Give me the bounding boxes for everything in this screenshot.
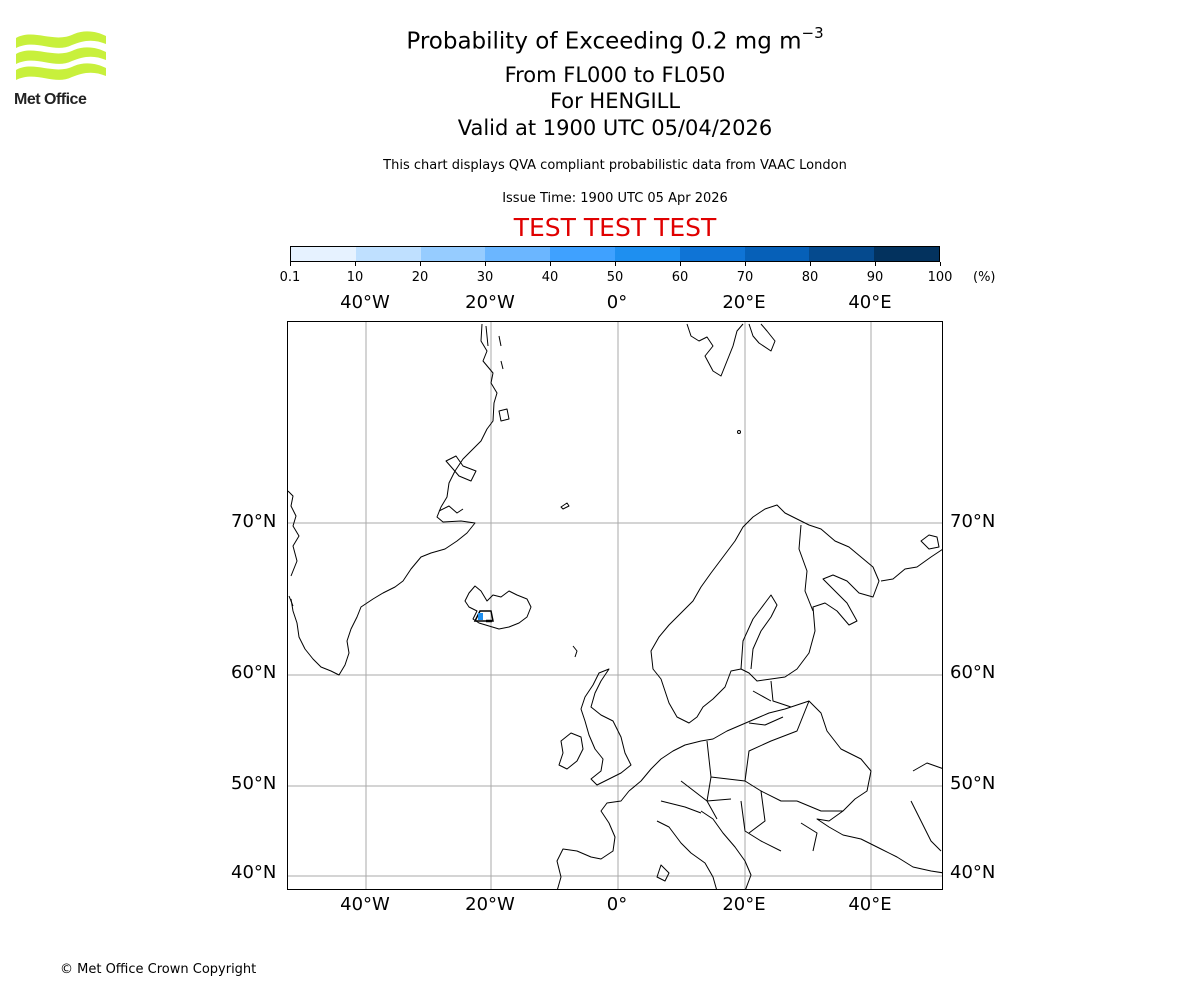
probability-colorbar bbox=[290, 246, 940, 262]
longitude-label: 20°E bbox=[722, 292, 766, 313]
valid-time: Valid at 1900 UTC 05/04/2026 bbox=[457, 116, 773, 140]
colorbar-tick bbox=[550, 262, 551, 266]
latitude-label: 40°N bbox=[950, 862, 996, 883]
longitude-label: 40°E bbox=[848, 894, 892, 915]
subtitle: This chart displays QVA compliant probab… bbox=[383, 158, 847, 173]
longitude-label: 0° bbox=[606, 292, 628, 313]
map-panel bbox=[287, 321, 943, 890]
colorbar-tick-label: 70 bbox=[736, 270, 754, 285]
colorbar-tick bbox=[875, 262, 876, 266]
colorbar-segment bbox=[744, 247, 810, 261]
colorbar-tick-label: 10 bbox=[346, 270, 364, 285]
colorbar-segment bbox=[485, 247, 551, 261]
colorbar-tick-label: 30 bbox=[476, 270, 494, 285]
chart-title: Probability of Exceeding 0.2 mg m−3 bbox=[0, 24, 1200, 55]
test-banner: TEST TEST TEST bbox=[513, 213, 717, 242]
colorbar-segment bbox=[550, 247, 615, 261]
colorbar-tick bbox=[290, 262, 291, 266]
longitude-label: 40°W bbox=[340, 292, 390, 313]
colorbar-tick-label: 0.1 bbox=[279, 270, 301, 285]
colorbar-tick-label: 40 bbox=[541, 270, 559, 285]
met-office-waves-icon bbox=[16, 31, 106, 80]
longitude-label: 20°W bbox=[465, 894, 515, 915]
latitude-label: 60°N bbox=[231, 662, 277, 683]
colorbar-tick bbox=[615, 262, 616, 266]
colorbar-tick-label: 20 bbox=[411, 270, 429, 285]
colorbar-tick bbox=[940, 262, 941, 266]
colorbar-segment bbox=[874, 247, 939, 261]
volcano-source-marker bbox=[473, 610, 494, 623]
title-text: Probability of Exceeding 0.2 mg m bbox=[406, 28, 802, 55]
copyright-notice: © Met Office Crown Copyright bbox=[60, 962, 257, 977]
colorbar-tick-label: 90 bbox=[866, 270, 884, 285]
colorbar-segment bbox=[679, 247, 745, 261]
map-svg bbox=[288, 322, 942, 889]
latitude-label: 70°N bbox=[950, 511, 996, 532]
colorbar-tick-label: 50 bbox=[606, 270, 624, 285]
colorbar-segment bbox=[809, 247, 875, 261]
issue-time: Issue Time: 1900 UTC 05 Apr 2026 bbox=[502, 191, 728, 206]
colorbar-tick bbox=[485, 262, 486, 266]
colorbar-unit: (%) bbox=[973, 270, 996, 285]
colorbar-segment bbox=[291, 247, 356, 261]
colorbar-tick bbox=[810, 262, 811, 266]
longitude-label: 0° bbox=[606, 894, 628, 915]
coastlines bbox=[288, 323, 942, 889]
volcano-name: For HENGILL bbox=[549, 89, 681, 113]
flight-level-range: From FL000 to FL050 bbox=[504, 63, 726, 87]
colorbar-tick-label: 100 bbox=[927, 270, 953, 285]
latitude-label: 70°N bbox=[231, 511, 277, 532]
longitude-label: 40°E bbox=[848, 292, 892, 313]
longitude-label: 20°E bbox=[722, 894, 766, 915]
latitude-label: 40°N bbox=[231, 862, 277, 883]
logo-text: Met Office bbox=[14, 91, 87, 108]
met-office-logo: Met Office bbox=[14, 30, 106, 112]
colorbar-tick bbox=[680, 262, 681, 266]
title-superscript: −3 bbox=[801, 24, 824, 42]
longitude-label: 40°W bbox=[340, 894, 390, 915]
colorbar-tick bbox=[420, 262, 421, 266]
colorbar-segment bbox=[355, 247, 421, 261]
colorbar-tick bbox=[355, 262, 356, 266]
colorbar-tick-label: 80 bbox=[801, 270, 819, 285]
colorbar-segment bbox=[420, 247, 486, 261]
latitude-label: 60°N bbox=[950, 662, 996, 683]
colorbar-tick bbox=[745, 262, 746, 266]
colorbar-tick-label: 60 bbox=[671, 270, 689, 285]
graticule bbox=[288, 322, 942, 889]
latitude-label: 50°N bbox=[950, 773, 996, 794]
colorbar-segment bbox=[614, 247, 680, 261]
longitude-label: 20°W bbox=[465, 292, 515, 313]
latitude-label: 50°N bbox=[231, 773, 277, 794]
